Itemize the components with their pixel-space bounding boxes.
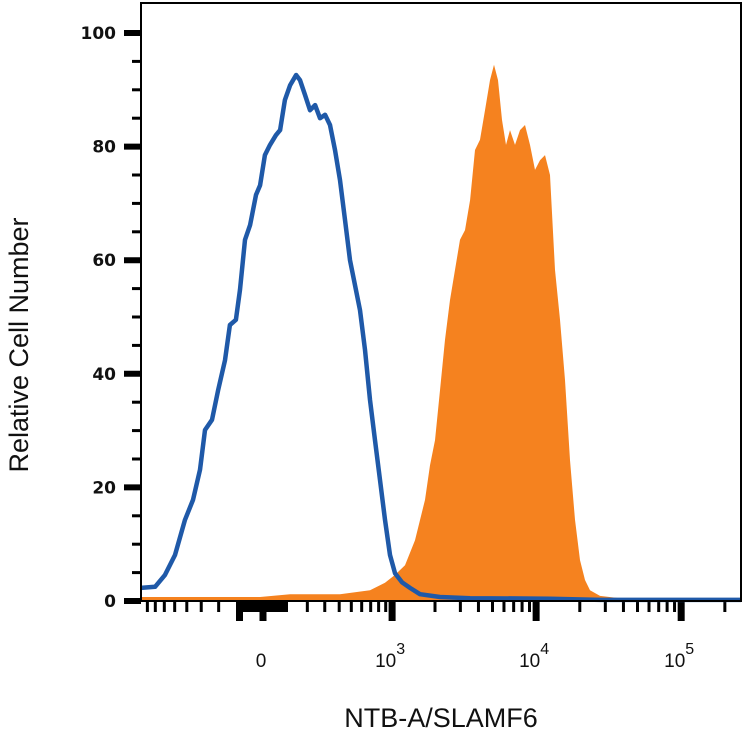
y-axis-title: Relative Cell Number <box>4 217 34 472</box>
y-tick-label: 80 <box>92 138 116 158</box>
x-tick-exponent: 4 <box>540 641 549 658</box>
tick-labels: 0 20 40 60 80 100 0 103 104 105 <box>81 24 695 672</box>
stained-histogram-area <box>141 64 741 602</box>
y-tick-label: 0 <box>104 592 116 612</box>
x-tick-label: 103 <box>375 641 405 672</box>
y-tick-label: 60 <box>92 251 116 271</box>
x-tick-label: 104 <box>519 641 549 672</box>
y-tick-label: 40 <box>92 365 116 385</box>
isotype-histogram-line <box>140 72 741 603</box>
x-tick-label: 0 <box>256 651 267 672</box>
axis-ticks <box>124 30 727 621</box>
plot-frame <box>140 2 742 602</box>
x-tick-exponent: 5 <box>685 641 694 658</box>
y-tick-label: 20 <box>92 478 116 498</box>
x-tick-exponent: 3 <box>396 641 405 658</box>
x-axis-title: NTB-A/SLAMF6 <box>344 703 538 733</box>
y-tick-label: 100 <box>81 24 117 44</box>
x-tick-label: 105 <box>664 641 694 672</box>
plot-area <box>140 64 741 603</box>
